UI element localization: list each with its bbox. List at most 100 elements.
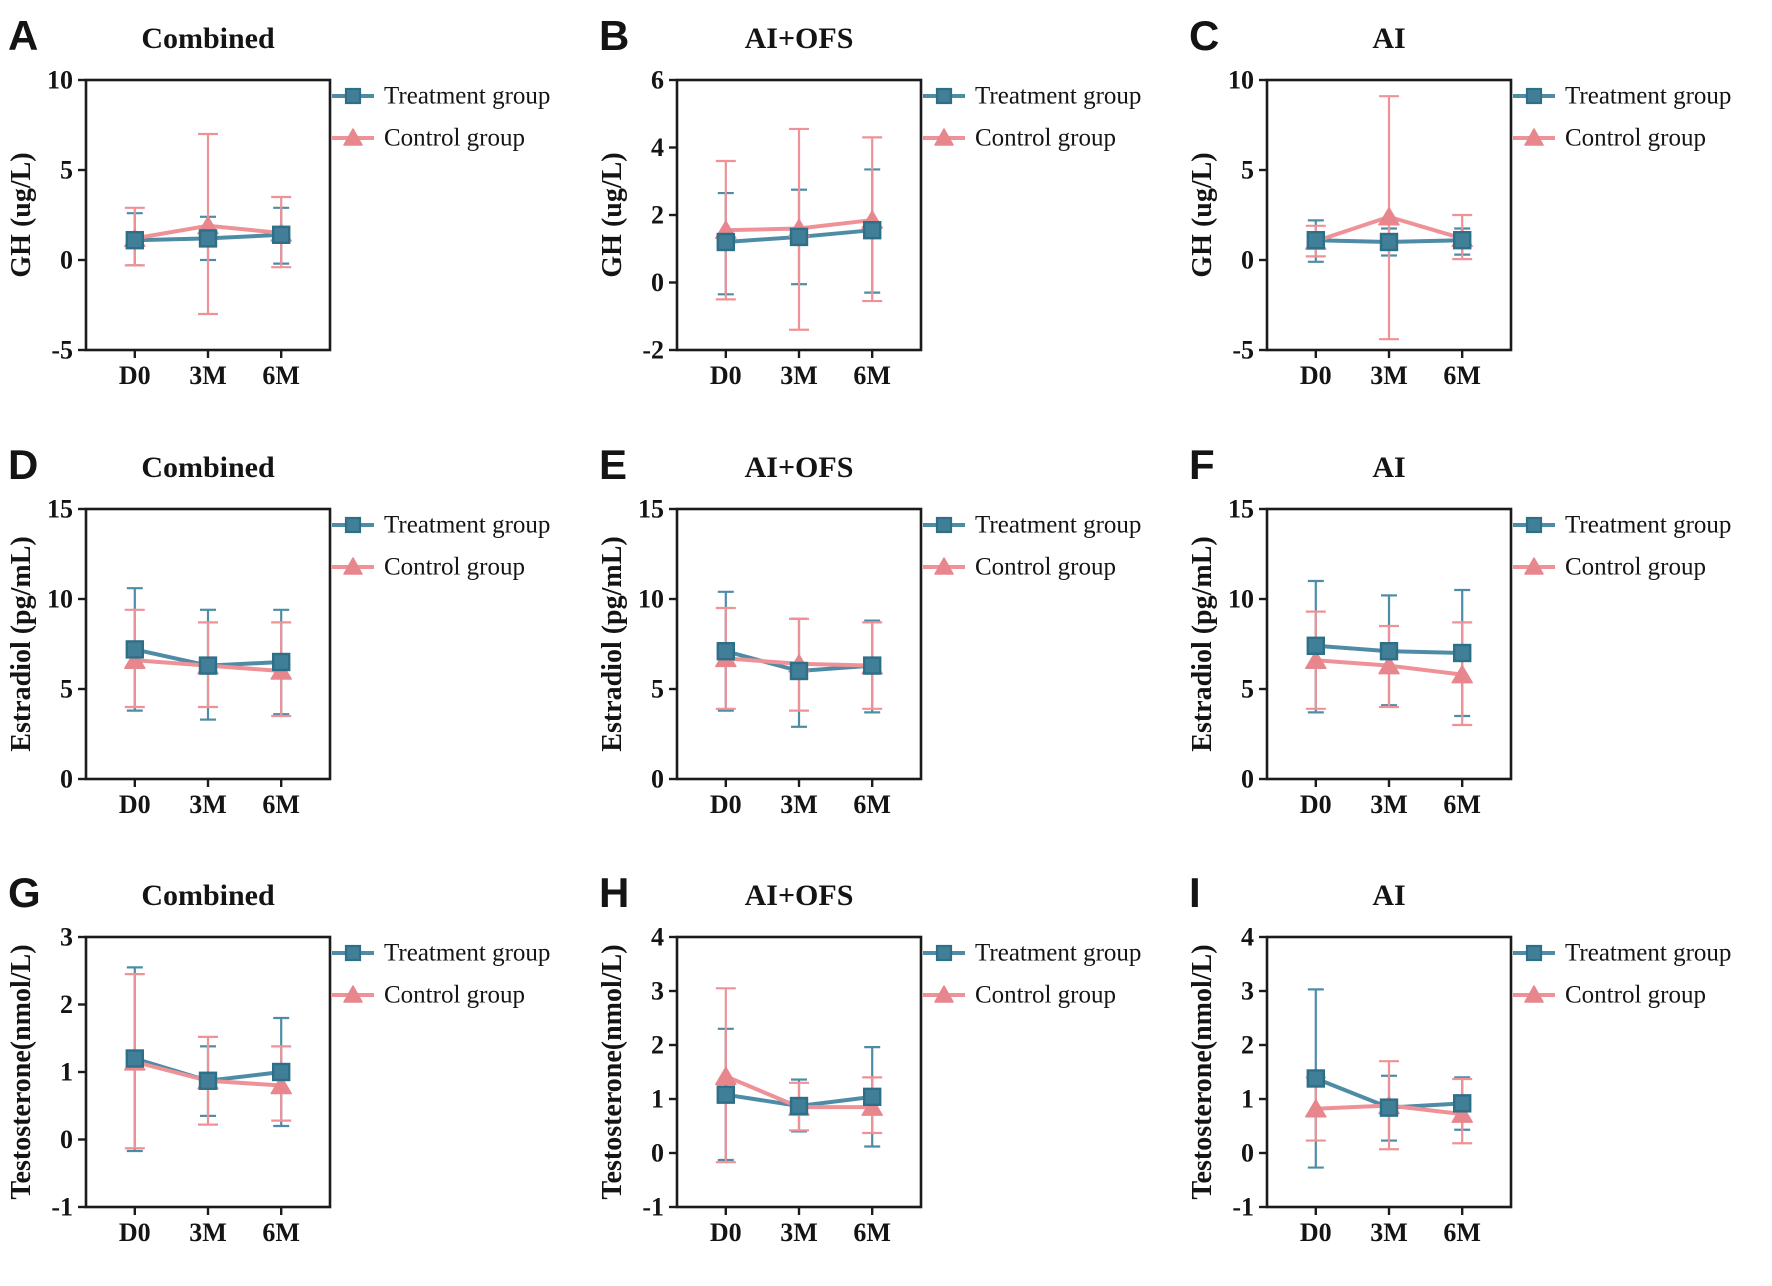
treatment-marker <box>716 641 735 661</box>
y-tick-label: 0 <box>1241 1139 1254 1168</box>
x-tick-label: D0 <box>1300 361 1332 390</box>
chart-estradiol-combined: D Combined Estradiol (pg/mL) 0 5 10 15 D0 3M 6M Tr… <box>6 441 550 819</box>
panel-g-testosterone-combined: G Combined Testosterone(nmol/L) -1 0 1 2 3 D0 3M 6… <box>0 857 590 1285</box>
x-tick-label: 3M <box>189 1218 227 1247</box>
legend-treatment-label: Treatment group <box>384 940 550 967</box>
y-axis-label: Testosterone(nmol/L) <box>1187 945 1218 1200</box>
treatment-marker <box>716 1085 735 1105</box>
y-tick-label: -2 <box>642 336 664 365</box>
treatment-marker <box>1306 1069 1326 1088</box>
y-tick-label: 0 <box>1241 764 1254 793</box>
treatment-marker <box>716 232 735 252</box>
y-tick-label: 1 <box>651 1085 664 1114</box>
x-tick-label: 3M <box>1371 1218 1409 1247</box>
y-tick-label: 4 <box>651 133 664 162</box>
treatment-marker <box>1306 230 1326 250</box>
y-tick-label: 10 <box>1228 584 1254 613</box>
legend: Treatment group Control group <box>922 511 1141 580</box>
legend: Treatment group Control group <box>1513 940 1732 1009</box>
panel-letter: H <box>599 869 629 916</box>
y-tick-label: 2 <box>651 1031 664 1060</box>
control-marker <box>1305 1099 1327 1118</box>
y-tick-label: 1 <box>60 1058 73 1087</box>
panel-letter: E <box>599 441 627 488</box>
legend-treatment-label: Treatment group <box>384 511 550 538</box>
x-tick-label: D0 <box>119 361 151 390</box>
y-tick-label: 10 <box>47 584 73 613</box>
y-tick-label: 3 <box>1241 977 1254 1006</box>
legend: Treatment group Control group <box>332 83 550 152</box>
y-tick-label: 0 <box>60 764 73 793</box>
treatment-marker <box>1453 643 1472 662</box>
panel-title: Combined <box>141 451 275 484</box>
x-tick-label: D0 <box>1300 790 1332 819</box>
x-tick-label: 6M <box>1444 1218 1482 1247</box>
chart-gh-ai: C AI GH (ug/L) -5 0 5 10 D0 3M 6M Treatment group C… <box>1187 12 1732 390</box>
legend-treatment-marker <box>1526 516 1543 533</box>
control-marker <box>1305 650 1327 669</box>
legend: Treatment group Control group <box>922 83 1141 152</box>
legend: Treatment group Control group <box>1513 511 1732 580</box>
treatment-marker <box>1380 1098 1399 1118</box>
panel-title: Combined <box>141 22 275 55</box>
x-tick-label: 6M <box>262 361 300 390</box>
legend: Treatment group Control group <box>1513 83 1732 152</box>
y-axis-label: Testosterone(nmol/L) <box>6 945 37 1200</box>
treatment-marker <box>1453 230 1472 250</box>
legend-control-marker <box>1524 128 1545 146</box>
panel-title: Combined <box>141 879 275 912</box>
chart-testosterone-ai: I AI Testosterone(nmol/L) -1 0 1 2 3 4 D0 3M 6M Trea… <box>1187 869 1732 1247</box>
x-tick-label: 6M <box>1444 361 1482 390</box>
chart-estradiol-ai-ofs: E AI+OFS Estradiol (pg/mL) 0 5 10 15 D0 3M 6M Trea… <box>597 441 1141 819</box>
treatment-marker <box>862 1087 882 1107</box>
y-tick-label: 5 <box>1241 156 1254 185</box>
y-tick-label: 0 <box>651 764 664 793</box>
y-tick-label: 3 <box>60 923 73 952</box>
treatment-marker <box>272 225 291 245</box>
treatment-marker <box>789 1097 808 1116</box>
panel-title: AI+OFS <box>744 879 853 912</box>
treatment-marker <box>789 661 808 680</box>
treatment-marker <box>862 220 882 240</box>
y-tick-label: 2 <box>60 990 73 1019</box>
treatment-marker <box>862 656 882 675</box>
panel-d-estradiol-combined: D Combined Estradiol (pg/mL) 0 5 10 15 D0 3M 6M Tr… <box>0 429 590 857</box>
panel-title: AI <box>1373 22 1406 55</box>
legend: Treatment group Control group <box>332 940 550 1009</box>
x-tick-label: D0 <box>119 1218 151 1247</box>
treatment-marker <box>1380 232 1399 252</box>
legend-control-label: Control group <box>1565 982 1706 1009</box>
panel-title: AI+OFS <box>744 22 853 55</box>
chart-estradiol-ai: F AI Estradiol (pg/mL) 0 5 10 15 D0 3M 6M Treatmen… <box>1187 441 1732 819</box>
treatment-marker <box>125 639 145 659</box>
legend-control-marker <box>343 985 363 1004</box>
y-tick-label: 1 <box>1241 1085 1254 1114</box>
panel-letter: B <box>599 12 629 59</box>
y-axis-label: GH (ug/L) <box>6 152 37 277</box>
treatment-marker <box>198 229 218 248</box>
panel-letter: F <box>1189 441 1215 488</box>
legend-control-marker <box>933 556 954 575</box>
y-tick-label: 6 <box>651 66 664 95</box>
treatment-marker <box>125 230 145 250</box>
legend-control-label: Control group <box>975 553 1116 580</box>
x-tick-label: D0 <box>710 361 742 390</box>
y-tick-label: 4 <box>1241 923 1254 952</box>
y-tick-label: -5 <box>51 336 73 365</box>
chart-gh-ai-ofs: B AI+OFS GH (ug/L) -2 0 2 4 6 D0 3M 6M Treatment gr… <box>597 12 1141 390</box>
treatment-marker <box>1380 641 1399 661</box>
panel-title: AI+OFS <box>744 451 853 484</box>
legend-treatment-marker <box>935 945 952 962</box>
y-tick-label: 5 <box>1241 674 1254 703</box>
y-tick-label: 5 <box>60 156 73 185</box>
x-tick-label: 3M <box>189 790 227 819</box>
panel-i-testosterone-ai: I AI Testosterone(nmol/L) -1 0 1 2 3 4 D0 3M 6M Trea… <box>1181 857 1771 1285</box>
treatment-marker <box>272 1063 291 1082</box>
legend-treatment-marker <box>1526 87 1543 105</box>
y-tick-label: 15 <box>47 494 73 523</box>
x-tick-label: 3M <box>1371 361 1409 390</box>
chart-gh-combined: A Combined GH (ug/L) -5 0 5 10 D0 3M 6M Treatment … <box>6 12 550 390</box>
x-tick-label: 3M <box>780 361 818 390</box>
y-tick-label: 0 <box>1241 246 1254 275</box>
